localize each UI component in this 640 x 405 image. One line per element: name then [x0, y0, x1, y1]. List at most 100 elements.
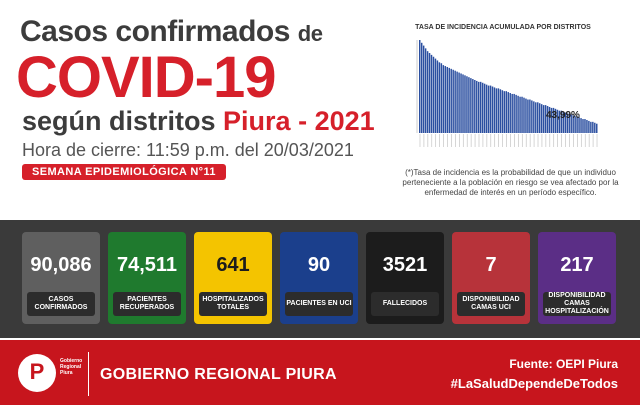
chart-bar	[580, 118, 582, 133]
stat-card: 641 HOSPITALIZADOS TOTALES	[194, 232, 272, 324]
chart-bar	[420, 42, 423, 133]
logo-letter: P	[29, 359, 45, 384]
stat-card: 74,511 PACIENTES RECUPERADOS	[108, 232, 186, 324]
chart-bar	[558, 110, 561, 133]
chart-bar	[517, 95, 519, 133]
chart-bar	[588, 120, 590, 133]
incidence-note: (*)Tasa de incidencia es la probabilidad…	[402, 168, 619, 197]
chart-bar	[458, 72, 460, 133]
chart-bar	[566, 113, 568, 133]
chart-bar	[562, 111, 565, 133]
chart-bar	[454, 70, 456, 133]
chart-bar	[527, 99, 529, 133]
chart-bar	[481, 82, 484, 133]
stat-label: HOSPITALIZADOS TOTALES	[199, 292, 267, 316]
chart-bar	[483, 83, 486, 133]
chart-bar	[538, 103, 541, 133]
chart-bar	[434, 58, 437, 133]
chart-bar	[491, 86, 494, 133]
chart-bar	[521, 96, 523, 133]
chart-bar	[464, 75, 466, 133]
chart-bar	[487, 85, 490, 133]
chart-bar	[590, 121, 592, 133]
chart-bar	[548, 106, 551, 133]
stat-value: 90	[307, 254, 331, 276]
chart-bar	[452, 69, 454, 133]
stat-value: 74,511	[116, 254, 178, 276]
title-main: Casos confirmados	[20, 15, 290, 48]
title-line-3: según distritos Piura - 2021	[22, 106, 375, 136]
chart-bar	[479, 81, 482, 133]
footer-divider	[88, 352, 89, 396]
stat-value: 641	[216, 254, 250, 276]
chart-bar	[440, 63, 443, 133]
stat-card: 90 PACIENTES EN UCI	[280, 232, 358, 324]
org-name: GOBIERNO REGIONAL PIURA	[100, 366, 337, 383]
chart-bar	[474, 79, 476, 133]
subtitle-main: según distritos	[22, 106, 216, 136]
chart-bar	[460, 73, 462, 133]
chart-bar	[556, 109, 559, 133]
chart-bar	[540, 104, 543, 133]
incidence-chart: TASA DE INCIDENCIA ACUMULADA POR DISTRIT…	[393, 18, 613, 168]
gobierno-logo: P	[18, 354, 56, 392]
chart-bar	[560, 110, 563, 133]
chart-annotation: 43,99%	[546, 110, 580, 121]
chart-bar	[578, 117, 580, 133]
chart-bar	[552, 107, 555, 133]
chart-bar	[426, 51, 429, 133]
chart-bar	[531, 100, 533, 133]
stat-value: 7	[485, 254, 497, 276]
stat-card: 217 DISPONIBILIDAD CAMAS HOSPITALIZACIÓN	[538, 232, 616, 324]
stat-value: 217	[560, 254, 594, 276]
chart-bar	[535, 102, 537, 133]
stat-label: DISPONIBILIDAD CAMAS HOSPITALIZACIÓN	[543, 292, 611, 316]
chart-bar	[476, 80, 478, 133]
chart-title: TASA DE INCIDENCIA ACUMULADA POR DISTRIT…	[415, 24, 591, 31]
stat-value: 90,086	[30, 254, 92, 276]
chart-bar	[574, 116, 576, 133]
stat-card: 7 DISPONIBILIDAD CAMAS UCI	[452, 232, 530, 324]
chart-bar	[450, 68, 452, 133]
hashtag: #LaSaludDependeDeTodos	[450, 376, 618, 391]
chart-bar	[499, 89, 502, 133]
stat-card: 90,086 CASOS CONFIRMADOS	[22, 232, 100, 324]
chart-bar	[472, 79, 474, 133]
chart-bar	[576, 116, 578, 133]
chart-bar	[568, 113, 570, 133]
chart-bar	[468, 77, 470, 133]
stat-label: FALLECIDOS	[371, 292, 439, 316]
chart-bar	[570, 114, 572, 133]
chart-bar	[507, 92, 509, 133]
chart-bar	[462, 74, 464, 133]
source-text: Fuente: OEPI Piura	[509, 357, 618, 371]
chart-bar	[442, 65, 445, 133]
chart-bar	[497, 88, 500, 133]
chart-bar	[542, 105, 545, 133]
chart-bar	[592, 121, 594, 133]
chart-bar	[529, 99, 531, 133]
chart-bar	[456, 71, 458, 133]
chart-bar	[564, 112, 567, 133]
chart-bar	[554, 108, 557, 133]
chart-bar	[586, 119, 588, 133]
header-section: Casos confirmados de COVID-19 según dist…	[16, 15, 619, 197]
week-badge: SEMANA EPIDEMIOLÓGICA N°11	[22, 164, 226, 180]
chart-bar	[582, 119, 584, 133]
stat-value: 3521	[382, 254, 428, 276]
chart-bar	[446, 66, 449, 133]
chart-bar	[505, 91, 508, 133]
chart-bar	[448, 67, 450, 133]
chart-bar	[515, 94, 517, 133]
chart-bar	[485, 84, 488, 133]
logo-text: Gobierno Regional Piura	[60, 358, 83, 376]
chart-bar	[572, 115, 574, 133]
chart-bar	[501, 90, 504, 133]
title-line-1: Casos confirmados de	[20, 15, 323, 50]
chart-bar	[438, 62, 441, 133]
footer-bar	[0, 340, 640, 405]
chart-bar	[419, 40, 421, 133]
chart-bar	[503, 91, 506, 133]
chart-svg	[416, 40, 598, 147]
chart-bar	[444, 66, 447, 133]
